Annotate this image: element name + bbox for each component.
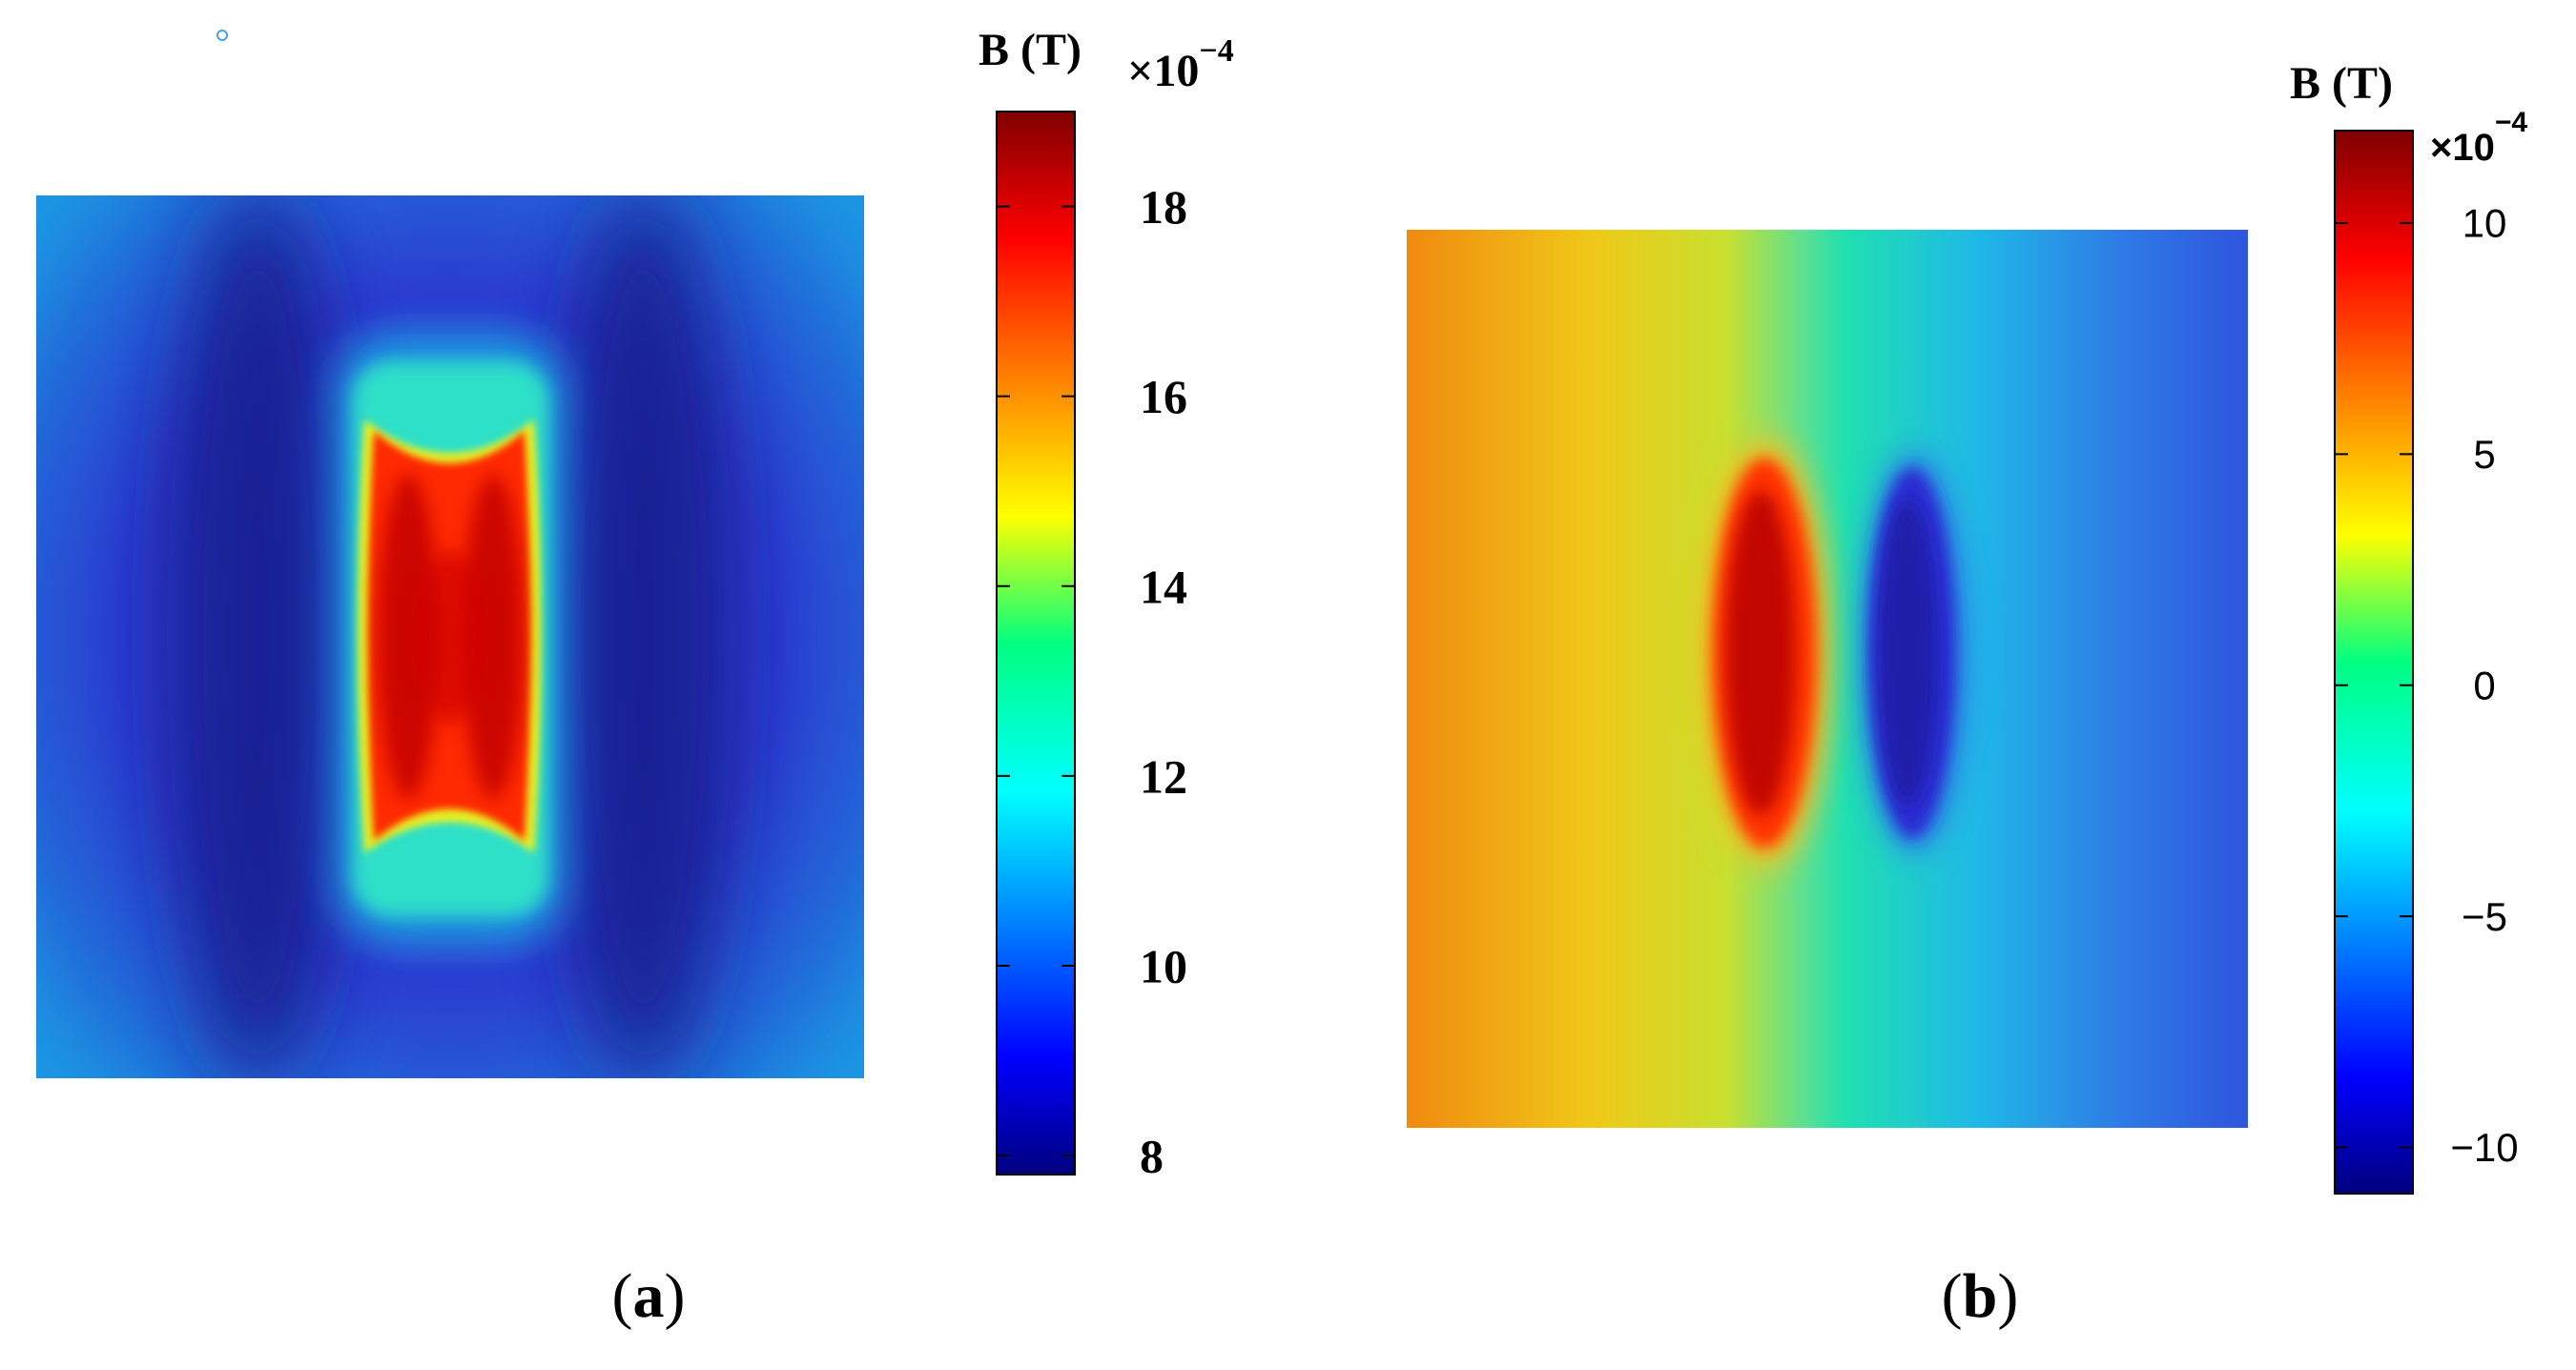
colorbar-a bbox=[996, 111, 1076, 1176]
colorbar-tick-label: −10 bbox=[2450, 1125, 2518, 1170]
panel-a: 8 10 12 14 16 18 B (T) ×10−4 (a) bbox=[36, 25, 1234, 1331]
colorbar-tick-label: 12 bbox=[1140, 749, 1187, 803]
colorbar-tick-label: 0 bbox=[2473, 663, 2495, 707]
field-map-b bbox=[1407, 230, 2248, 1128]
colorbar-b bbox=[2334, 130, 2414, 1195]
colorbar-multiplier-b: ×10−4 bbox=[2430, 107, 2527, 169]
panel-b: −10 −5 0 5 10 B (T) ×10−4 (b) bbox=[1316, 0, 2576, 1370]
colorbar-tick-label: 16 bbox=[1140, 370, 1187, 423]
colorbar-ticks-a: 8 10 12 14 16 18 bbox=[997, 180, 1187, 1183]
colorbar-tick-label: 5 bbox=[2473, 432, 2495, 477]
artifact-marker bbox=[216, 30, 228, 41]
colorbar-title-b: B (T) bbox=[2290, 58, 2393, 109]
heatmap-chart-b: −10 −5 0 5 10 B (T) ×10−4 bbox=[1407, 58, 2527, 1195]
colorbar-tick-label: 8 bbox=[1140, 1130, 1164, 1183]
colorbar-ticks-b: −10 −5 0 5 10 bbox=[2335, 201, 2519, 1170]
colorbar-multiplier-a: ×10−4 bbox=[1127, 33, 1234, 96]
heatmap-chart-a: 8 10 12 14 16 18 B (T) ×10−4 bbox=[36, 25, 1234, 1183]
colorbar-title-a: B (T) bbox=[979, 25, 1082, 75]
field-map-a bbox=[36, 195, 864, 1078]
colorbar-tick-label: 10 bbox=[2463, 201, 2507, 246]
colorbar-tick-label: 14 bbox=[1140, 560, 1187, 613]
panel-caption-a: (a) bbox=[611, 1261, 686, 1331]
colorbar-tick-label: −5 bbox=[2462, 894, 2507, 939]
panel-caption-b: (b) bbox=[1941, 1261, 2019, 1331]
colorbar-tick-label: 18 bbox=[1140, 180, 1187, 234]
colorbar-tick-label: 10 bbox=[1140, 939, 1187, 992]
